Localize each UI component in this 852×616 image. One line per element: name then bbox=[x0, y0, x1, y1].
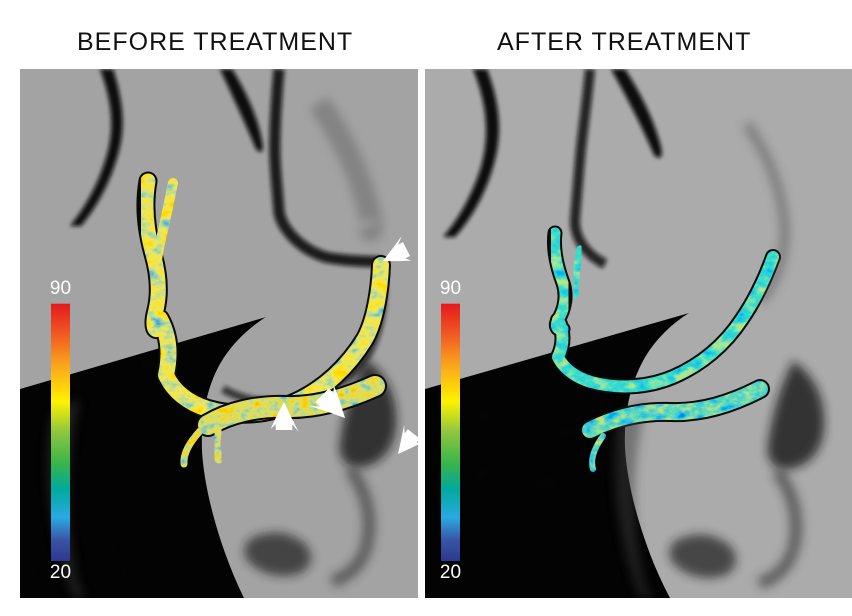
svg-text:20: 20 bbox=[50, 562, 71, 583]
svg-text:90: 90 bbox=[440, 278, 461, 299]
svg-text:90: 90 bbox=[50, 278, 71, 299]
svg-text:20: 20 bbox=[440, 562, 461, 583]
